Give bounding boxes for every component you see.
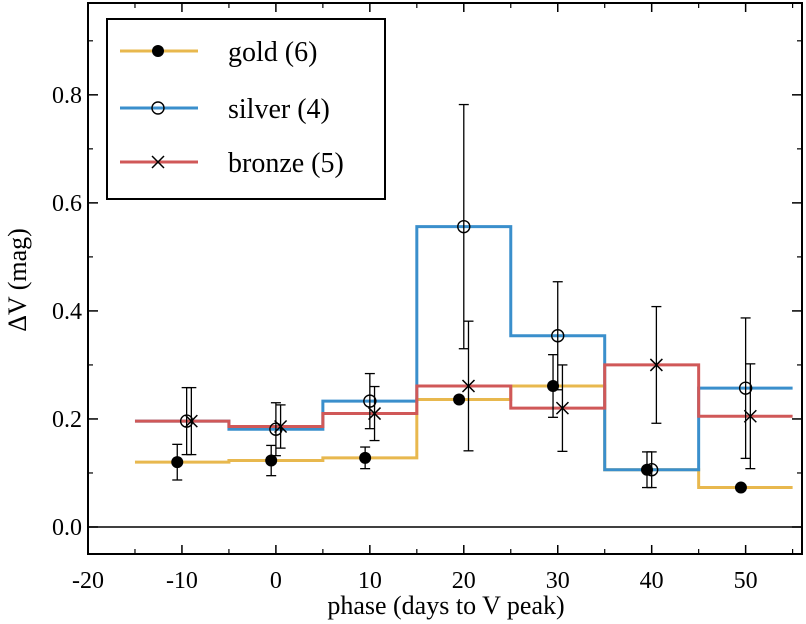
data-point-s0-p5 [640, 463, 653, 476]
data-point-s2-p1 [274, 419, 288, 434]
axes-frame [87, 2, 803, 555]
data-point-s2-p0 [184, 414, 198, 428]
data-point-s2-p3-b [461, 379, 476, 393]
x-tick-label-7: 50 [734, 568, 758, 594]
x-tick-label-6: 40 [640, 568, 664, 594]
x-tick-label-0: -20 [72, 568, 104, 594]
data-point-s1-p1 [269, 422, 283, 436]
data-point-s2-p1-b [274, 419, 288, 434]
legend-label-0: gold (6) [228, 37, 317, 68]
data-point-s0-p3 [453, 393, 466, 406]
data-point-s1-p3 [457, 219, 471, 234]
plot-area [88, 103, 802, 528]
y-tick-label-3: 0.6 [52, 191, 82, 217]
y-tick-label-0: 0.0 [52, 515, 82, 541]
legend-label-2: bronze (5) [228, 148, 344, 179]
data-point-s0-p6 [734, 481, 747, 494]
legend: gold (6) silver (4) bronze (5) [106, 18, 386, 200]
data-point-s2-p5-b [649, 358, 663, 372]
plot-frame [87, 2, 803, 555]
x-tick-label-4: 20 [452, 568, 476, 594]
legend-marker-2 [151, 155, 165, 169]
data-point-s1-p0 [179, 414, 194, 428]
legend-marker-0 [152, 45, 164, 57]
axis-ticks: -20 -10 0 10 20 30 40 50 0.0 0.2 0.4 0.6 0.8 [52, 3, 802, 594]
data-point-s2-p2 [368, 407, 382, 421]
data-point-s0-p0 [171, 456, 184, 469]
data-point-s0-p4 [547, 379, 560, 392]
data-point-s2-p0-b [184, 414, 198, 428]
data-point-s2-p6-b [743, 409, 757, 423]
data-point-s2-p2-b [368, 407, 382, 421]
legend-label-1: silver (4) [228, 94, 330, 125]
y-tick-label-2: 0.4 [52, 299, 82, 325]
data-point-s1-p5 [644, 463, 659, 477]
data-point-s2-p4-b [555, 401, 569, 415]
data-point-s1-p2 [363, 394, 377, 408]
x-tick-label-2: 0 [270, 568, 282, 594]
legend-marker-1 [151, 101, 165, 115]
y-axis-title: ΔV (mag) [3, 228, 32, 332]
y-tick-label-1: 0.2 [52, 407, 82, 433]
x-tick-label-5: 30 [546, 568, 570, 594]
data-point-s2-p4 [555, 401, 569, 415]
data-point-s1-p6 [738, 381, 753, 395]
x-tick-label-1: -10 [166, 568, 198, 594]
data-point-s0-p2 [359, 451, 372, 464]
data-point-s2-p5 [649, 358, 663, 372]
y-tick-label-4: 0.8 [52, 83, 82, 109]
legend-marker-2-b [151, 155, 165, 169]
data-point-s0-p1 [265, 454, 278, 467]
x-axis-title: phase (days to V peak) [327, 591, 564, 620]
data-point-s1-p4 [551, 329, 565, 343]
x-tick-label-3: 10 [358, 568, 382, 594]
step-line-series-2 [134, 363, 793, 429]
data-point-s2-p3 [461, 379, 476, 393]
data-point-s2-p6 [743, 409, 757, 423]
